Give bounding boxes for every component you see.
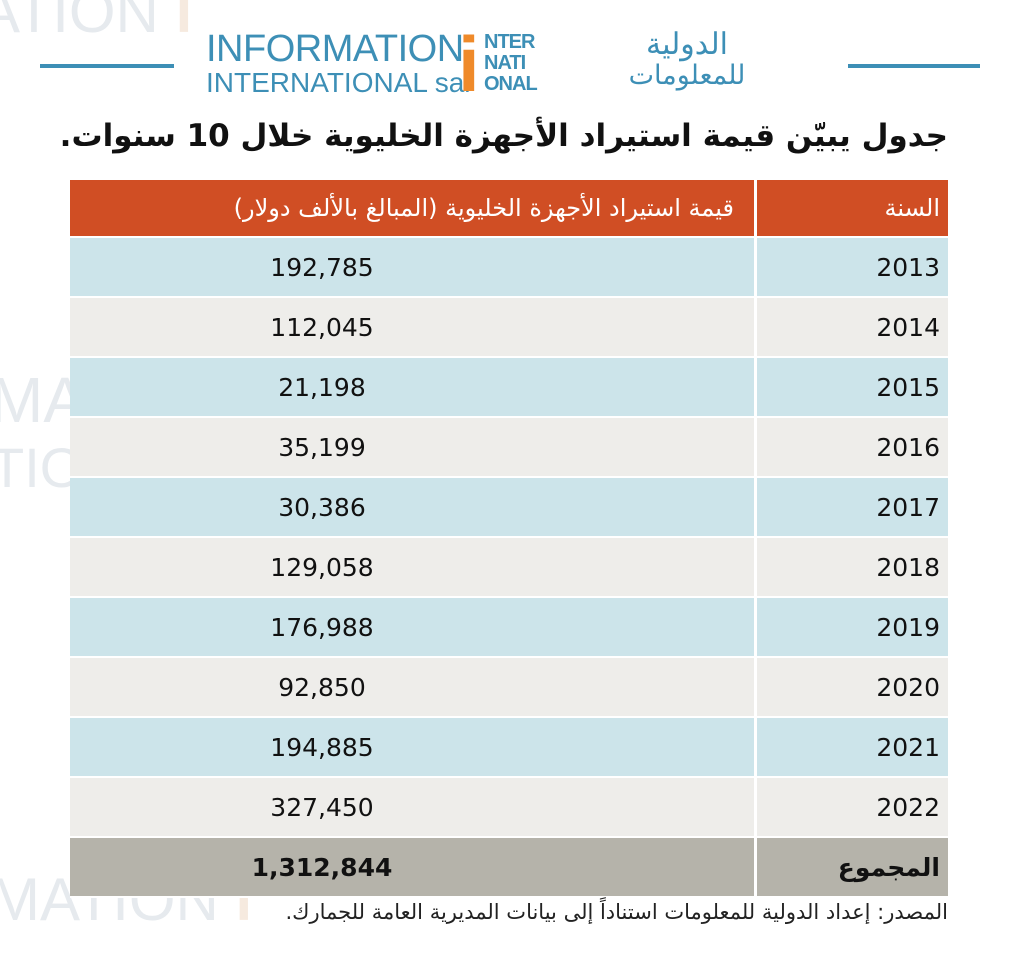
table-row: 2020 92,850: [70, 658, 948, 718]
logo-mark-stack: NTER NATI ONAL: [484, 31, 538, 95]
row-year: 2022: [754, 778, 948, 836]
logo-english-line2: INTERNATIONAL sal: [206, 67, 471, 98]
table-row: 2013 192,785: [70, 238, 948, 298]
watermark-logo-top: ATION i: [0, 0, 193, 45]
row-year: 2016: [754, 418, 948, 476]
logo-mark-letter: i: [458, 20, 480, 108]
logo-english-line1: INFORMATION: [206, 28, 464, 70]
header-rule-left: [40, 64, 174, 68]
row-value: 21,198: [278, 372, 366, 402]
table-total-row: المجموع 1,312,844: [70, 838, 948, 898]
row-value: 112,045: [270, 312, 374, 342]
logo-mark-line1: NTER: [484, 31, 535, 53]
row-value: 194,885: [270, 732, 374, 762]
row-value: 92,850: [278, 672, 366, 702]
source-note: المصدر: إعداد الدولية للمعلومات استناداً…: [285, 900, 949, 924]
row-year: 2020: [754, 658, 948, 716]
row-year: 2013: [754, 238, 948, 296]
header-rule-right: [848, 64, 980, 68]
logo-arabic-line1: الدولية: [646, 27, 728, 62]
logo-english: INFORMATION INTERNATIONAL sal: [206, 30, 470, 97]
header-value: قيمة استيراد الأجهزة الخليوية (المبالغ ب…: [233, 194, 734, 222]
total-value: 1,312,844: [251, 852, 393, 882]
row-year: 2019: [754, 598, 948, 656]
row-year: 2014: [754, 298, 948, 356]
logo-mark: i NTER NATI ONAL: [458, 20, 552, 108]
logo-arabic: الدولية للمعلومات: [556, 28, 818, 98]
table-row: 2022 327,450: [70, 778, 948, 838]
table-row: 2017 30,386: [70, 478, 948, 538]
table-row: 2015 21,198: [70, 358, 948, 418]
row-value: 192,785: [270, 252, 374, 282]
logo-mark-line2: NATI: [484, 52, 526, 74]
table-row: 2014 112,045: [70, 298, 948, 358]
row-value: 176,988: [270, 612, 374, 642]
row-value: 30,386: [278, 492, 366, 522]
row-value: 129,058: [270, 552, 374, 582]
row-year: 2021: [754, 718, 948, 776]
header-year: السنة: [754, 180, 948, 236]
total-label: المجموع: [754, 838, 948, 896]
table-row: 2019 176,988: [70, 598, 948, 658]
table-row: 2018 129,058: [70, 538, 948, 598]
table-row: 2021 194,885: [70, 718, 948, 778]
table-row: 2016 35,199: [70, 418, 948, 478]
row-year: 2015: [754, 358, 948, 416]
row-year: 2017: [754, 478, 948, 536]
page-title: جدول يبيّن قيمة استيراد الأجهزة الخليوية…: [59, 118, 948, 154]
row-value: 327,450: [270, 792, 374, 822]
row-year: 2018: [754, 538, 948, 596]
imports-table: السنة قيمة استيراد الأجهزة الخليوية (الم…: [70, 180, 948, 898]
table-header-row: السنة قيمة استيراد الأجهزة الخليوية (الم…: [70, 180, 948, 238]
row-value: 35,199: [278, 432, 366, 462]
logo-mark-line3: ONAL: [484, 73, 538, 95]
logo-arabic-line2: للمعلومات: [628, 60, 746, 91]
